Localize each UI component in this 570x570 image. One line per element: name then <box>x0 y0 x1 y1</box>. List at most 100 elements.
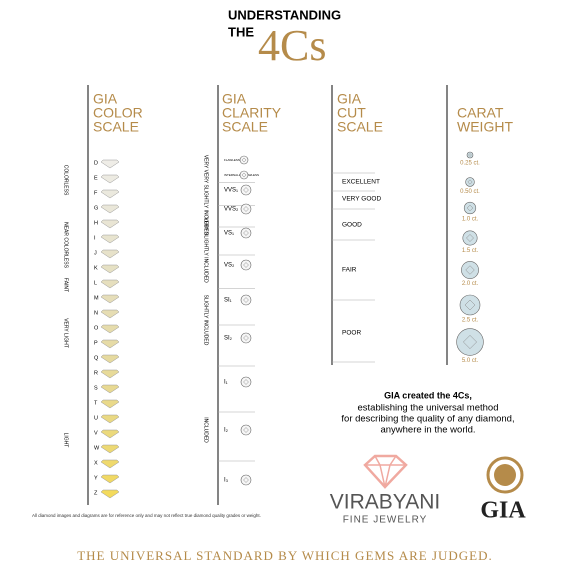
grade-label: X <box>94 460 98 466</box>
diamond-shape <box>100 354 120 364</box>
diamond-shape <box>100 384 120 394</box>
grade-label: I <box>94 235 96 241</box>
grade-label: SI₂ <box>224 336 233 342</box>
group-label: INCLUDED <box>203 417 209 443</box>
grade-label: F <box>94 190 98 196</box>
grade-label: S <box>94 385 98 391</box>
grade-label: O <box>94 325 99 331</box>
diamond-shape <box>100 459 120 469</box>
statement-line: anywhere in the world. <box>380 425 475 436</box>
carat-label: 1.5 ct. <box>462 248 479 254</box>
column-title: SCALE <box>337 119 383 135</box>
grade-label: Y <box>94 475 98 481</box>
diamond-icon <box>456 328 484 356</box>
carat-label: 2.5 ct. <box>462 318 479 324</box>
tagline: THE UNIVERSAL STANDARD BY WHICH GEMS ARE… <box>77 548 493 563</box>
diamond-icon <box>463 201 477 215</box>
statement-line: establishing the universal method <box>357 403 498 414</box>
column-title: CUT <box>337 105 366 121</box>
diamond-icon <box>240 474 252 486</box>
diamond-facet <box>243 187 249 193</box>
carat-label: 5.0 ct. <box>462 358 479 364</box>
grade-label: VS₁ <box>224 231 234 237</box>
column-title: CARAT <box>457 105 504 121</box>
grade-label: R <box>94 370 98 376</box>
diamond-icon <box>461 261 479 279</box>
grade-label: SI₁ <box>224 298 232 304</box>
diamond-icon <box>465 177 475 187</box>
group-label: NEAR COLORLESS <box>63 222 69 269</box>
title-big: 4Cs <box>258 21 326 70</box>
grade-label: L <box>94 280 97 286</box>
diamond-shape <box>100 399 120 409</box>
diamond-facet <box>465 265 475 275</box>
diamond-facet <box>466 234 474 242</box>
diamond-facet <box>468 153 472 157</box>
carat-label: 1.0 ct. <box>462 216 479 222</box>
column-title: WEIGHT <box>457 119 513 135</box>
diamond-icon <box>240 332 252 344</box>
diamond-shape <box>100 249 120 259</box>
footnote: All diamond images and diagrams are for … <box>32 513 261 518</box>
diamond-facet <box>241 172 247 178</box>
diamond-icon <box>240 227 252 239</box>
diamond-shape <box>100 309 120 319</box>
grade-label: J <box>94 250 97 256</box>
diamond-shape <box>100 189 120 199</box>
diamond-icon <box>240 203 252 215</box>
diamond-facet <box>466 204 474 212</box>
diamond-facet <box>243 262 249 268</box>
diamond-facet <box>243 230 249 236</box>
title-line: UNDERSTANDING <box>228 7 341 22</box>
grade-label: Q <box>94 355 99 361</box>
grade-label: FLAWLESS <box>224 158 240 162</box>
diamond-shape <box>100 369 120 379</box>
diamond-facet <box>243 379 249 385</box>
grade-label: VERY GOOD <box>342 196 381 203</box>
grade-label: M <box>94 295 99 301</box>
diamond-facet <box>464 299 476 311</box>
diamond-facet <box>243 335 249 341</box>
diamond-icon <box>240 259 252 271</box>
diamond-shape <box>100 159 120 169</box>
diamond-shape <box>100 219 120 229</box>
grade-label: N <box>94 310 98 316</box>
grade-label: U <box>94 415 98 421</box>
grade-label: I₃ <box>224 478 229 484</box>
diamond-shape <box>100 204 120 214</box>
diamond-icon <box>240 294 252 306</box>
grade-label: GOOD <box>342 222 362 229</box>
grade-label: VS₂ <box>224 263 235 269</box>
diamond-shape <box>100 279 120 289</box>
grade-label: W <box>94 445 100 451</box>
column-title: CLARITY <box>222 105 282 121</box>
diamond-icon <box>466 151 474 159</box>
diamond-facet <box>243 297 249 303</box>
diamond-facet <box>243 427 249 433</box>
diamond-facet <box>243 206 249 212</box>
carat-label: 0.25 ct. <box>460 161 480 167</box>
group-label: SLIGHTLY INCLUDED <box>203 295 209 346</box>
diamond-icon <box>239 155 249 165</box>
gia-logo: GIA <box>480 498 526 524</box>
diamond-shape <box>100 294 120 304</box>
diamond-shape <box>100 264 120 274</box>
column-title: GIA <box>337 91 362 107</box>
grade-label: K <box>94 265 98 271</box>
diamond-icon <box>240 184 252 196</box>
grade-label: FAIR <box>342 267 357 274</box>
diamond-facet <box>467 179 473 185</box>
diamond-shape <box>100 429 120 439</box>
grade-label: I₂ <box>224 428 229 434</box>
group-label: FAINT <box>63 278 69 292</box>
diamond-icon <box>459 294 481 316</box>
diamond-icon <box>462 230 478 246</box>
diamond-shape <box>100 339 120 349</box>
carat-label: 2.0 ct. <box>462 281 479 287</box>
column-title: GIA <box>93 91 118 107</box>
grade-label: POOR <box>342 330 361 337</box>
grade-label: EXCELLENT <box>342 179 380 186</box>
grade-label: I₁ <box>224 380 228 386</box>
